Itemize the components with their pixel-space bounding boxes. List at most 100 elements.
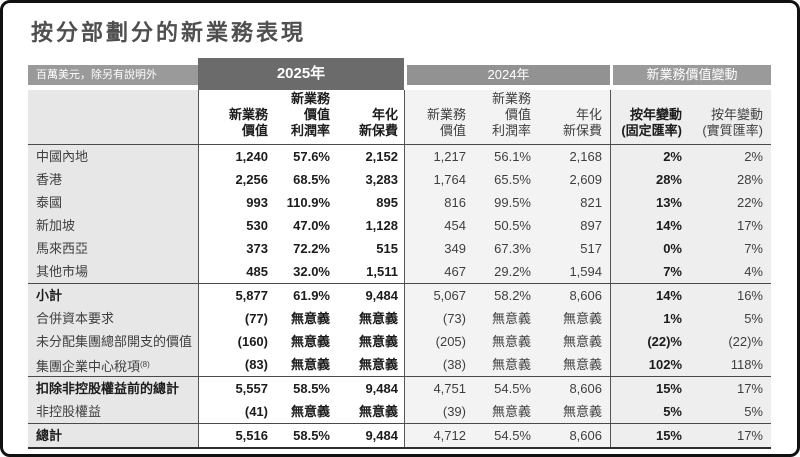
row-label: 小計 — [28, 284, 198, 307]
cell-change-fixed: 0% — [610, 237, 688, 260]
cell-2025-anp: 無意義 — [336, 353, 404, 376]
subheader-2024-margin: 新業務 價值 利潤率 — [474, 90, 539, 144]
cell-2025-nbv: (77) — [198, 307, 274, 330]
subheader-2025-nbv: 新業務 價值 — [198, 90, 274, 144]
cell-2025-nbv: (160) — [198, 330, 274, 353]
cell-2024-nbv: 4,712 — [404, 424, 474, 447]
subheader-2024-anp: 年化 新保費 — [539, 90, 610, 144]
table-subheader-row: 新業務 價值 新業務 價值 利潤率 年化 新保費 新業務 價值 新業務 價值 利潤率 年化 新保費 按年變動… — [28, 90, 771, 144]
subheader-2025-margin: 新業務 價值 利潤率 — [274, 90, 336, 144]
cell-2024-nbv: 1,764 — [404, 168, 474, 191]
table-row: 總計 5,516 58.5% 9,484 4,712 54.5% 8,606 15% 17% — [28, 423, 771, 447]
cell-2024-anp: 1,594 — [539, 260, 610, 283]
table-row: 中國內地 1,240 57.6% 2,152 1,217 56.1% 2,168 2% 2% — [28, 144, 771, 168]
cell-change-fixed: 5% — [610, 400, 688, 423]
cell-2025-nbv: 1,240 — [198, 145, 274, 168]
cell-change-actual: 4% — [688, 260, 771, 283]
cell-2024-anp: 8,606 — [539, 377, 610, 400]
cell-2025-margin: 110.9% — [274, 191, 336, 214]
cell-change-actual: 17% — [688, 424, 771, 447]
segment-performance-table: 百萬美元，除另有說明外 2025年 2024年 新業務價值變動 新業務 價值 新業務… — [28, 58, 771, 449]
column-group-2024: 2024年 — [407, 65, 610, 85]
cell-2025-nbv: 530 — [198, 214, 274, 237]
cell-2025-margin: 61.9% — [274, 284, 336, 307]
cell-2025-nbv: 5,557 — [198, 377, 274, 400]
cell-2024-margin: 無意義 — [474, 307, 539, 330]
cell-2025-nbv: 993 — [198, 191, 274, 214]
cell-2025-anp: 無意義 — [336, 400, 404, 423]
cell-2025-margin: 無意義 — [274, 307, 336, 330]
cell-change-actual: 118% — [688, 353, 771, 376]
cell-2024-anp: 897 — [539, 214, 610, 237]
cell-change-actual: 22% — [688, 191, 771, 214]
cell-change-fixed: 14% — [610, 214, 688, 237]
cell-2025-margin: 無意義 — [274, 353, 336, 376]
column-group-2025: 2025年 — [198, 58, 404, 90]
page-title: 按分部劃分的新業務表現 — [31, 20, 307, 45]
cell-2025-anp: 無意義 — [336, 330, 404, 353]
cell-2024-margin: 99.5% — [474, 191, 539, 214]
cell-2025-nbv: (83) — [198, 353, 274, 376]
row-label: 集團企業中心稅項(8) — [28, 353, 198, 376]
cell-2025-margin: 72.2% — [274, 237, 336, 260]
table-row: 小計 5,877 61.9% 9,484 5,067 58.2% 8,606 14% 16% — [28, 283, 771, 307]
cell-2024-nbv: (39) — [404, 400, 474, 423]
subheader-2025-anp: 年化 新保費 — [336, 90, 404, 144]
cell-2025-nbv: 5,877 — [198, 284, 274, 307]
cell-2024-margin: 54.5% — [474, 424, 539, 447]
cell-change-actual: 5% — [688, 400, 771, 423]
cell-2024-nbv: 349 — [404, 237, 474, 260]
table-row: 馬來西亞 373 72.2% 515 349 67.3% 517 0% 7% — [28, 237, 771, 260]
cell-2024-nbv: 816 — [404, 191, 474, 214]
cell-2025-anp: 1,511 — [336, 260, 404, 283]
row-label: 新加坡 — [28, 214, 198, 237]
subheader-2024-nbv: 新業務 價值 — [404, 90, 474, 144]
cell-2024-nbv: (73) — [404, 307, 474, 330]
cell-change-fixed: (22)% — [610, 330, 688, 353]
cell-2025-margin: 無意義 — [274, 330, 336, 353]
cell-2024-anp: 8,606 — [539, 284, 610, 307]
cell-change-actual: 7% — [688, 237, 771, 260]
table-row: 未分配集團總部開支的價值 (160) 無意義 無意義 (205) 無意義 無意義 (22)%(… — [28, 330, 771, 353]
cell-2024-anp: 517 — [539, 237, 610, 260]
cell-change-fixed: 15% — [610, 377, 688, 400]
cell-2024-nbv: 467 — [404, 260, 474, 283]
cell-2024-margin: 56.1% — [474, 145, 539, 168]
row-label: 中國內地 — [28, 145, 198, 168]
cell-change-fixed: 2% — [610, 145, 688, 168]
cell-2024-anp: 2,168 — [539, 145, 610, 168]
cell-2025-anp: 9,484 — [336, 284, 404, 307]
cell-2024-anp: 無意義 — [539, 400, 610, 423]
cell-2024-nbv: 454 — [404, 214, 474, 237]
cell-2024-margin: 無意義 — [474, 353, 539, 376]
cell-2024-anp: 821 — [539, 191, 610, 214]
table-row: 泰國 993 110.9% 895 816 99.5% 821 13% 22% — [28, 191, 771, 214]
row-label: 總計 — [28, 424, 198, 447]
cell-2025-nbv: 373 — [198, 237, 274, 260]
subheader-change-actual: 按年變動 (實質匯率) — [688, 90, 771, 144]
cell-2025-anp: 895 — [336, 191, 404, 214]
cell-2025-nbv: (41) — [198, 400, 274, 423]
cell-change-fixed: 13% — [610, 191, 688, 214]
cell-2025-margin: 無意義 — [274, 400, 336, 423]
cell-change-actual: 17% — [688, 377, 771, 400]
cell-2024-anp: 8,606 — [539, 424, 610, 447]
table-row: 其他市場 485 32.0% 1,511 467 29.2% 1,594 7% 4% — [28, 260, 771, 283]
cell-2025-anp: 515 — [336, 237, 404, 260]
subheader-label-spacer — [28, 90, 198, 144]
table-row: 非控股權益 (41) 無意義 無意義 (39) 無意義 無意義 5% 5% — [28, 400, 771, 423]
cell-2024-anp: 2,609 — [539, 168, 610, 191]
table-header-bands: 百萬美元，除另有說明外 2025年 2024年 新業務價值變動 — [28, 58, 771, 90]
row-label: 泰國 — [28, 191, 198, 214]
column-group-change: 新業務價值變動 — [613, 65, 771, 85]
cell-2025-nbv: 485 — [198, 260, 274, 283]
cell-2024-anp: 無意義 — [539, 307, 610, 330]
cell-change-actual: 5% — [688, 307, 771, 330]
cell-2024-margin: 無意義 — [474, 400, 539, 423]
cell-2024-nbv: 1,217 — [404, 145, 474, 168]
table-row: 扣除非控股權益前的總計 5,557 58.5% 9,484 4,751 54.5% 8,60… — [28, 376, 771, 400]
row-label: 香港 — [28, 168, 198, 191]
cell-change-actual: (22)% — [688, 330, 771, 353]
cell-2025-nbv: 2,256 — [198, 168, 274, 191]
